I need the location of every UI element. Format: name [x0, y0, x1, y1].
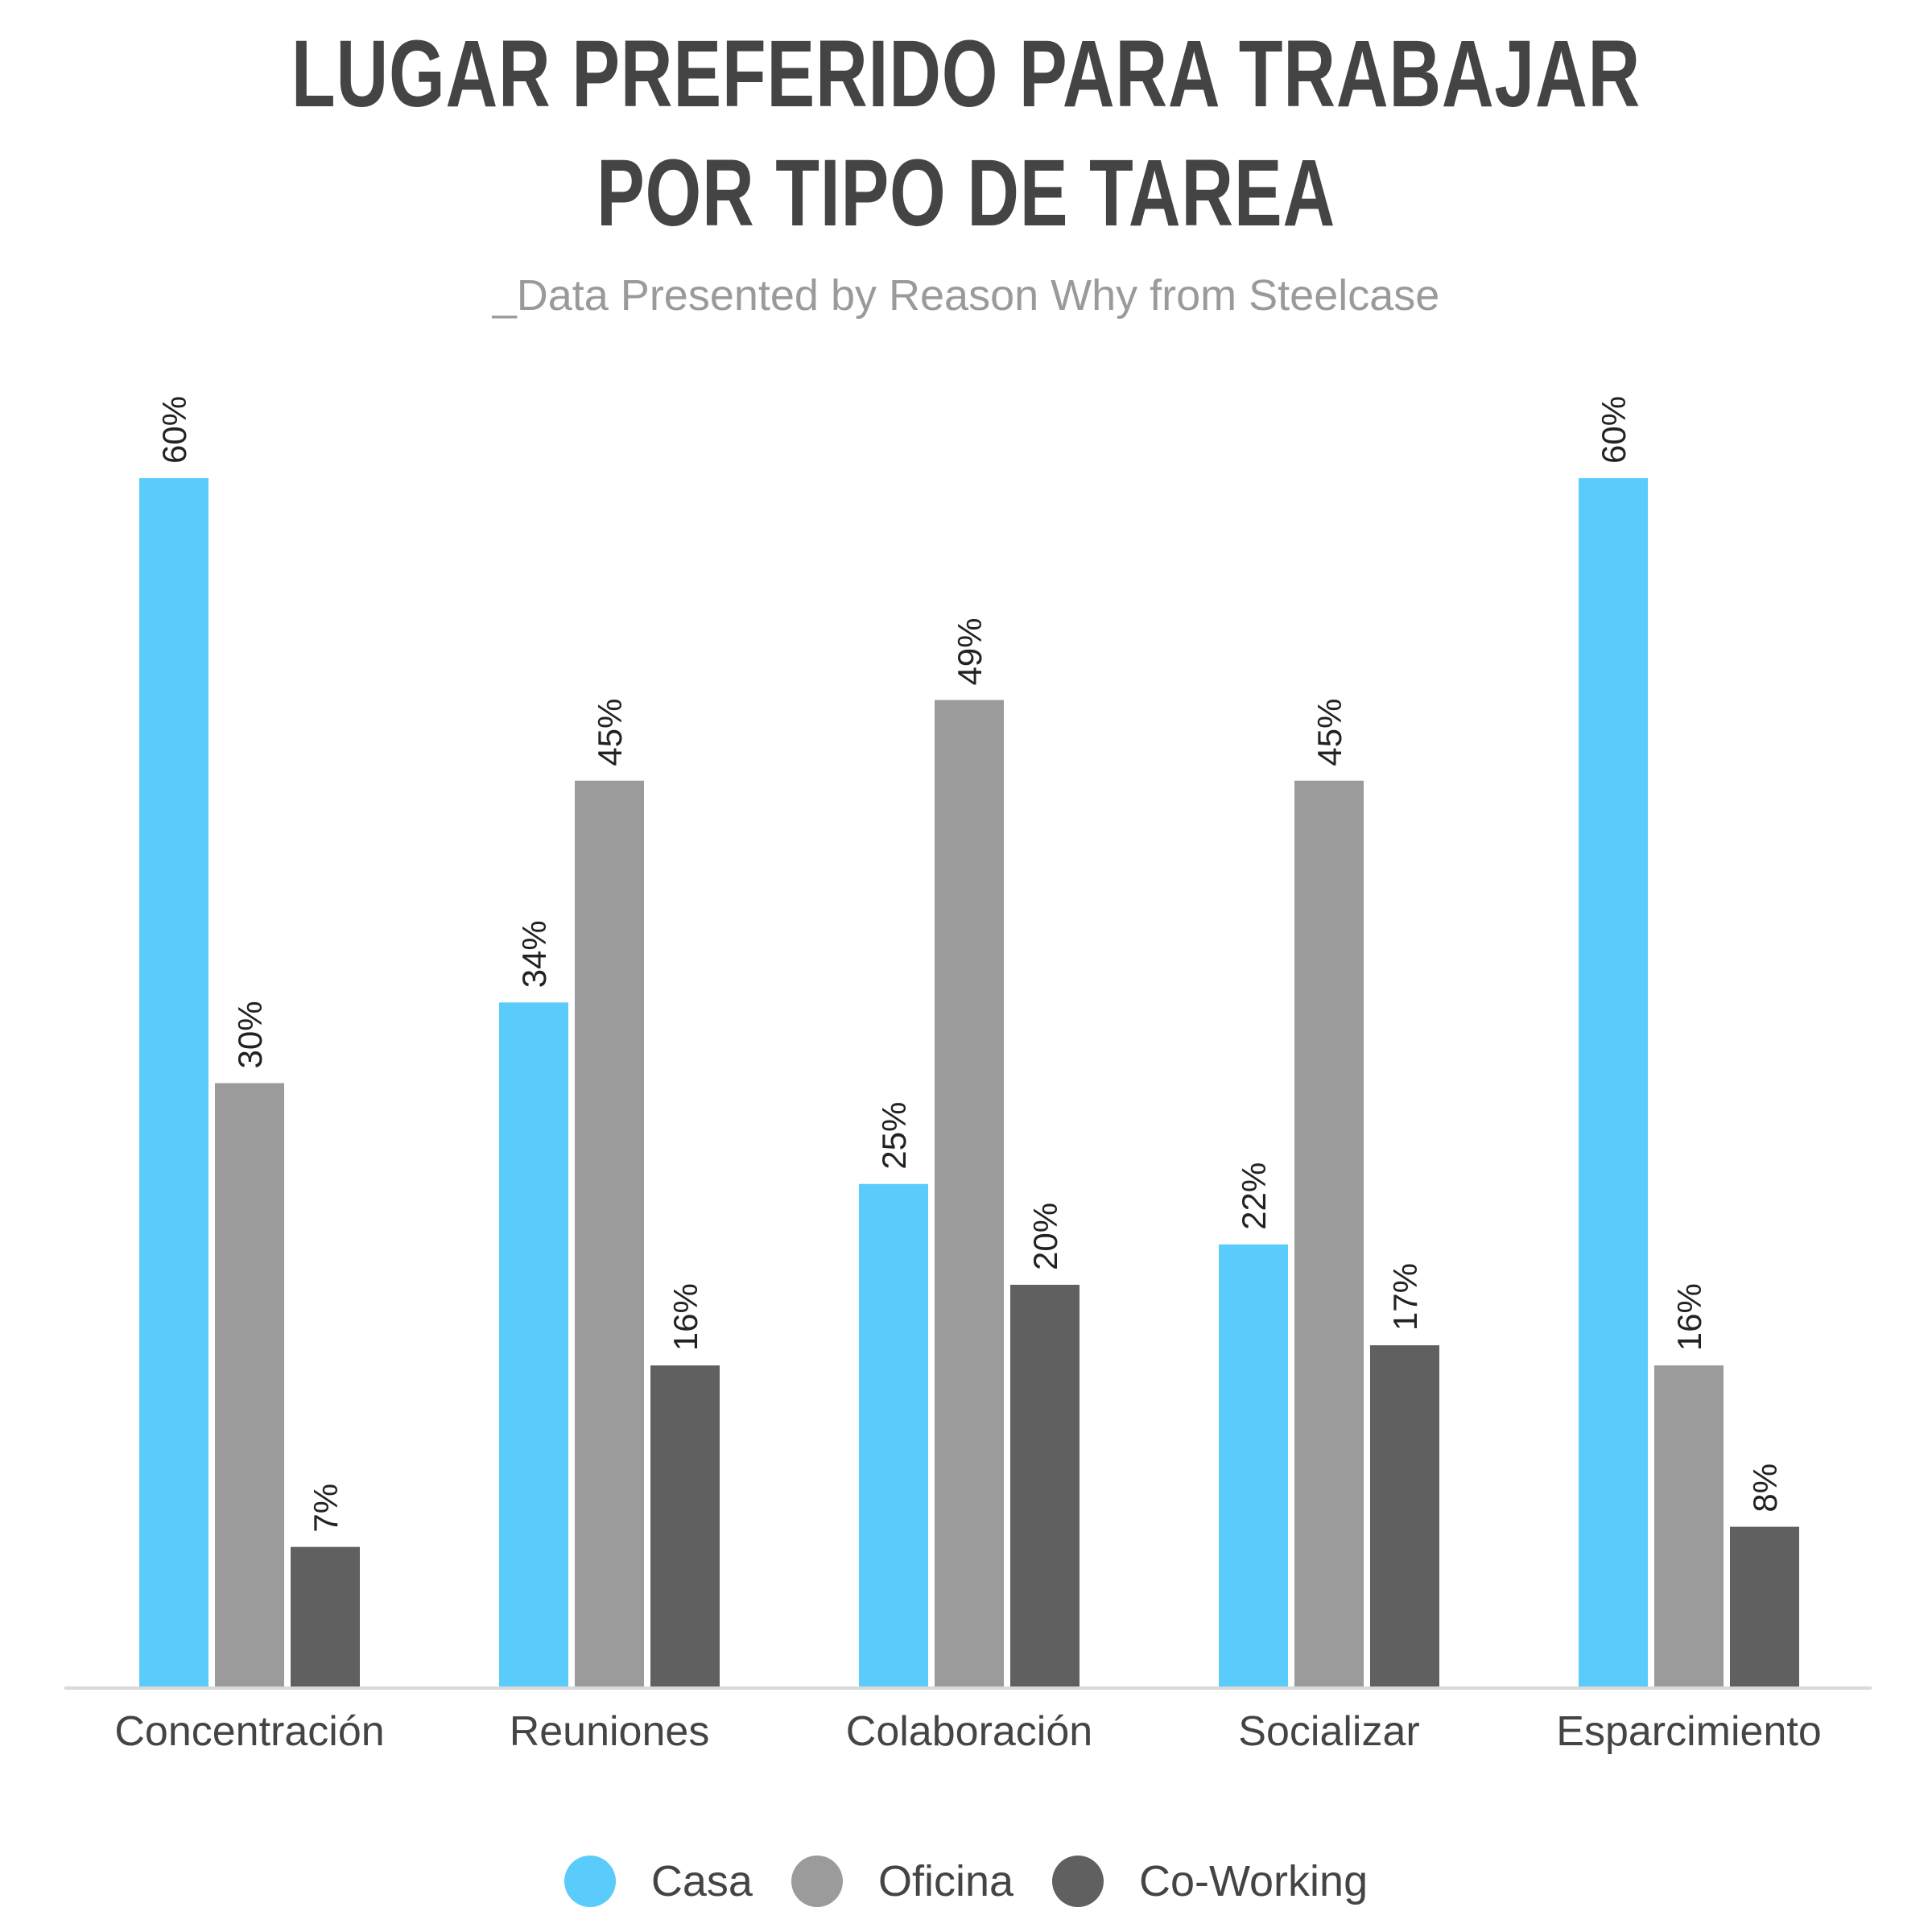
bars-layer [139, 478, 1799, 1688]
bar-reuniones-oficina [575, 780, 644, 1688]
value-labels-layer: 60% 30% 7% 34% 45% 16% 25% 49% 20% 22% 45% 17% 60% 16… [155, 396, 1784, 1533]
value-label-esparcimiento-co-working: 8% [1746, 1463, 1784, 1513]
legend-swatch-coworking [1052, 1856, 1104, 1907]
chart-title-line-2: POR TIPO DE TAREA [596, 140, 1336, 246]
value-label-esparcimiento-oficina: 16% [1670, 1283, 1708, 1351]
value-label-socializar-oficina: 45% [1311, 699, 1348, 766]
value-label-concentracion-co-working: 7% [307, 1484, 345, 1533]
bar-esparcimiento-casa [1579, 478, 1648, 1688]
bar-esparcimiento-co-working [1730, 1526, 1799, 1688]
chart-title: LUGAR PREFERIDO PARA TRABAJAR POR TIPO D… [232, 14, 1700, 253]
bar-reuniones-casa [499, 1002, 568, 1688]
value-label-concentracion-casa: 60% [155, 396, 193, 464]
value-label-colaboracion-casa: 25% [875, 1102, 913, 1170]
bar-concentracion-co-working [291, 1546, 360, 1688]
value-label-colaboracion-co-working: 20% [1026, 1203, 1064, 1270]
legend-swatch-casa [564, 1856, 616, 1907]
legend-label-coworking: Co-Working [1139, 1857, 1368, 1905]
bar-socializar-co-working [1370, 1345, 1439, 1688]
category-label-colaboracion: Colaboración [846, 1708, 1092, 1755]
value-label-concentracion-oficina: 30% [231, 1001, 269, 1068]
value-label-reuniones-oficina: 45% [591, 699, 629, 766]
category-label-esparcimiento: Esparcimiento [1556, 1708, 1821, 1755]
bar-socializar-oficina [1294, 780, 1364, 1688]
value-label-socializar-co-working: 17% [1386, 1263, 1424, 1331]
bar-socializar-casa [1219, 1244, 1288, 1688]
bar-concentracion-oficina [215, 1083, 284, 1688]
bar-chart: 60% 30% 7% 34% 45% 16% 25% 49% 20% 22% 45% 17% 60% 16… [64, 396, 1872, 1755]
legend-label-casa: Casa [650, 1857, 753, 1905]
category-label-socializar: Socializar [1238, 1708, 1419, 1755]
category-label-concentracion: Concentración [114, 1708, 384, 1755]
value-label-colaboracion-oficina: 49% [951, 617, 989, 685]
bar-esparcimiento-oficina [1654, 1365, 1724, 1688]
value-label-socializar-casa: 22% [1235, 1162, 1273, 1230]
chart-subtitle: _Data Presented by Reason Why from Steel… [492, 271, 1440, 320]
legend-label-oficina: Oficina [877, 1857, 1014, 1905]
value-label-esparcimiento-casa: 60% [1595, 396, 1633, 464]
legend-item-oficina: Oficina [791, 1856, 1013, 1907]
legend-item-coworking: Co-Working [1052, 1856, 1368, 1907]
category-labels-layer: Concentración Reuniones Colaboración Social… [114, 1708, 1821, 1755]
legend: Casa Oficina Co-Working [0, 1856, 1932, 1907]
chart-title-line-1: LUGAR PREFERIDO PARA TRABAJAR [291, 21, 1641, 127]
value-label-reuniones-casa: 34% [515, 920, 553, 988]
category-label-reuniones: Reuniones [510, 1708, 710, 1755]
bar-colaboracion-co-working [1010, 1285, 1080, 1688]
legend-item-casa: Casa [564, 1856, 753, 1907]
legend-swatch-oficina [791, 1856, 843, 1907]
bar-colaboracion-casa [859, 1183, 928, 1688]
value-label-reuniones-co-working: 16% [667, 1283, 704, 1351]
bar-concentracion-casa [139, 478, 208, 1688]
bar-reuniones-co-working [650, 1365, 720, 1688]
bar-colaboracion-oficina [935, 700, 1004, 1688]
